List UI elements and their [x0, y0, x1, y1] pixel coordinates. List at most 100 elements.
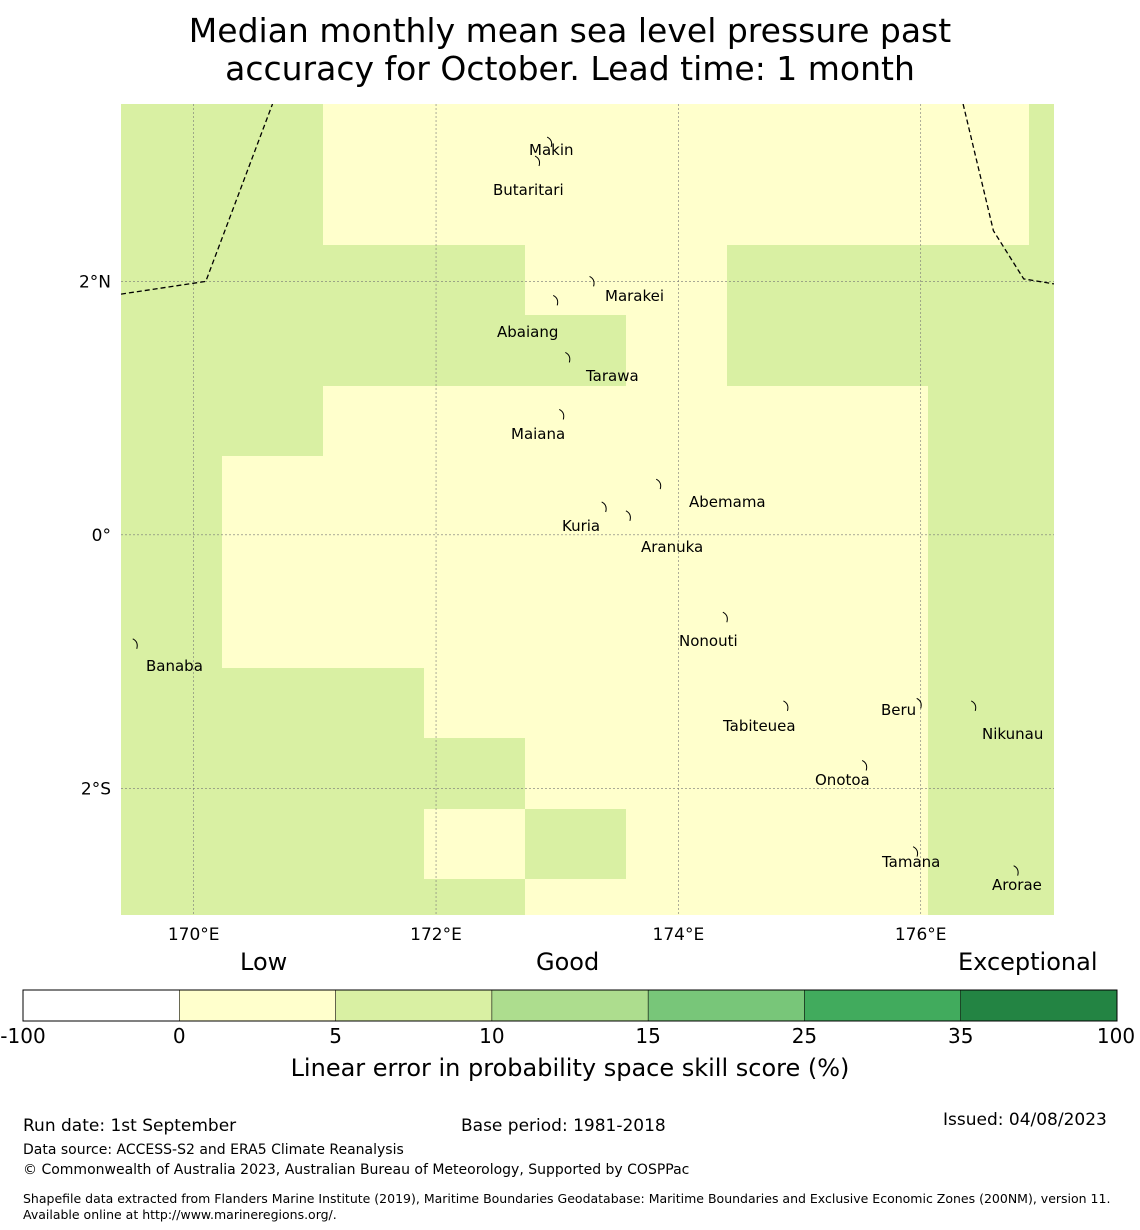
colorbar-frame	[22, 989, 1118, 1022]
copyright: © Commonwealth of Australia 2023, Austra…	[23, 1162, 690, 1178]
grid-cell	[828, 879, 929, 915]
grid-cell	[424, 456, 526, 528]
grid-cell	[525, 597, 627, 669]
grid-cell	[323, 668, 425, 739]
grid-cell	[525, 315, 627, 387]
grid-cell	[928, 668, 1030, 739]
island-label: Marakei	[605, 287, 664, 305]
grid-cell	[626, 738, 728, 810]
grid-cell	[121, 104, 223, 175]
colorbar-swatch	[648, 990, 805, 1021]
colorbar	[22, 989, 1118, 1022]
grid-cell	[727, 879, 829, 915]
grid-cell	[525, 738, 627, 810]
grid-cell	[626, 527, 728, 598]
grid-cell	[222, 386, 324, 457]
grid-cell	[323, 104, 425, 175]
grid-cell	[323, 527, 425, 598]
grid-cell	[323, 245, 425, 316]
grid-cell	[727, 315, 829, 387]
skill-map: Makin Butaritari Marakei Abaiang Tarawa Maian…	[79, 104, 1054, 945]
grid-cell	[626, 386, 728, 457]
grid-cell	[323, 456, 425, 528]
island-label: Maiana	[511, 425, 565, 443]
island-label: Abaiang	[497, 323, 558, 341]
grid-cell	[121, 527, 223, 598]
island-label: Butaritari	[493, 181, 564, 199]
grid-cell	[626, 104, 728, 175]
island-outline	[722, 611, 728, 623]
grid-cell	[727, 668, 829, 739]
eez-boundary	[121, 104, 274, 295]
grid-cell	[424, 174, 526, 246]
grid-cell	[828, 597, 929, 669]
grid-cell	[727, 527, 829, 598]
grid-cell	[928, 315, 1030, 387]
grid-cell	[727, 174, 829, 246]
island-outline	[601, 501, 607, 513]
grid-cell	[222, 809, 324, 880]
grid-cell	[323, 738, 425, 810]
grid-cell	[525, 668, 627, 739]
grid-cell	[323, 174, 425, 246]
island-outline	[625, 510, 631, 521]
grid-cell	[928, 245, 1030, 316]
map-title-line-1: Median monthly mean sea level pressure p…	[188, 11, 952, 50]
lon-tick-label: 176°E	[895, 925, 947, 945]
grid-cell	[727, 456, 829, 528]
grid-cell	[121, 738, 223, 810]
island-outline	[861, 760, 868, 771]
grid-cell	[727, 809, 829, 880]
grid-cell	[222, 104, 324, 175]
grid-cell	[323, 315, 425, 387]
grid-cell	[121, 315, 223, 387]
grid-cell	[424, 315, 526, 387]
lon-tick-label: 170°E	[168, 925, 220, 945]
island-label: Tabiteuea	[722, 717, 796, 735]
grid-cell	[1029, 527, 1054, 598]
grid-cell	[928, 456, 1030, 528]
map-title: Median monthly mean sea level pressure p…	[0, 12, 1140, 88]
island-outline	[916, 697, 922, 709]
grid-cell	[828, 456, 929, 528]
grid-cell	[222, 456, 324, 528]
grid-cell	[626, 879, 728, 915]
grid-cell	[1029, 386, 1054, 457]
grid-cell	[424, 386, 526, 457]
island-label: Arorae	[992, 876, 1042, 894]
grid-cell	[727, 597, 829, 669]
island-label: Onotoa	[815, 771, 870, 789]
grid-cell	[828, 668, 929, 739]
grid-cell	[928, 809, 1030, 880]
grid-cell	[1029, 456, 1054, 528]
grid-cell	[1029, 174, 1054, 246]
island-outline	[655, 478, 662, 490]
colorbar-tick-label: 15	[635, 1024, 661, 1048]
grid-cell	[928, 738, 1030, 810]
island-label: Beru	[881, 701, 916, 719]
grid-cell	[626, 174, 728, 246]
shapefile-credit: Shapefile data extracted from Flanders M…	[23, 1191, 1111, 1222]
grid-cell	[222, 597, 324, 669]
island-outline	[1013, 865, 1019, 876]
grid-cell	[626, 597, 728, 669]
grid-cell	[424, 738, 526, 810]
grid-cell	[626, 245, 728, 316]
grid-cell	[222, 738, 324, 810]
grid-cell	[222, 879, 324, 915]
grid-cell	[1029, 104, 1054, 175]
grid-cell	[1029, 597, 1054, 669]
map-title-line-2: accuracy for October. Lead time: 1 month	[225, 49, 915, 88]
grid-cell	[727, 245, 829, 316]
island-label: Banaba	[146, 657, 203, 675]
island-outline	[552, 294, 559, 306]
island-outline	[546, 136, 553, 148]
grid-cell	[626, 315, 728, 387]
grid-cell	[222, 174, 324, 246]
grid-cell	[828, 738, 929, 810]
grid-cell	[727, 738, 829, 810]
grid-cell	[1029, 738, 1054, 810]
grid-cell	[121, 386, 223, 457]
island-label: Abemama	[689, 493, 766, 511]
colorbar-tick-label: 0	[172, 1024, 186, 1048]
